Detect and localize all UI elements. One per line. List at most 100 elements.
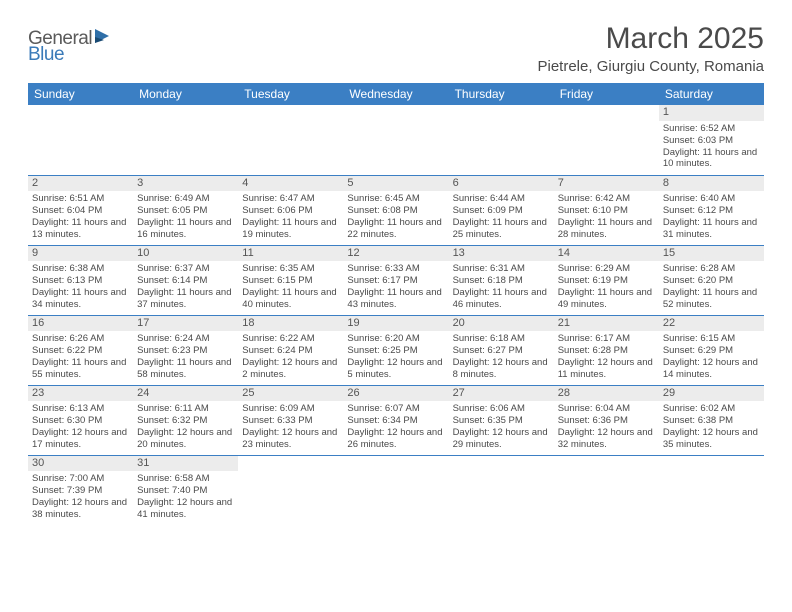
calendar-cell: 3Sunrise: 6:49 AMSunset: 6:05 PMDaylight… bbox=[133, 175, 238, 245]
daylight-line: Daylight: 11 hours and 37 minutes. bbox=[137, 287, 234, 311]
calendar-cell: 1Sunrise: 6:52 AMSunset: 6:03 PMDaylight… bbox=[659, 105, 764, 175]
calendar-cell: 5Sunrise: 6:45 AMSunset: 6:08 PMDaylight… bbox=[343, 175, 448, 245]
calendar-row: 1Sunrise: 6:52 AMSunset: 6:03 PMDaylight… bbox=[28, 105, 764, 175]
day-number: 5 bbox=[343, 176, 448, 192]
calendar-cell: 15Sunrise: 6:28 AMSunset: 6:20 PMDayligh… bbox=[659, 245, 764, 315]
sunrise-line: Sunrise: 6:24 AM bbox=[137, 333, 234, 345]
calendar-cell: 13Sunrise: 6:31 AMSunset: 6:18 PMDayligh… bbox=[449, 245, 554, 315]
sunset-line: Sunset: 6:20 PM bbox=[663, 275, 760, 287]
sunrise-line: Sunrise: 6:33 AM bbox=[347, 263, 444, 275]
day-number: 3 bbox=[133, 176, 238, 192]
day-number: 6 bbox=[449, 176, 554, 192]
sunset-line: Sunset: 6:12 PM bbox=[663, 205, 760, 217]
calendar-cell: 25Sunrise: 6:09 AMSunset: 6:33 PMDayligh… bbox=[238, 385, 343, 455]
sunset-line: Sunset: 6:32 PM bbox=[137, 415, 234, 427]
calendar-cell: 19Sunrise: 6:20 AMSunset: 6:25 PMDayligh… bbox=[343, 315, 448, 385]
sunset-line: Sunset: 6:03 PM bbox=[663, 135, 760, 147]
calendar-cell: 9Sunrise: 6:38 AMSunset: 6:13 PMDaylight… bbox=[28, 245, 133, 315]
calendar-cell: 21Sunrise: 6:17 AMSunset: 6:28 PMDayligh… bbox=[554, 315, 659, 385]
sunset-line: Sunset: 6:10 PM bbox=[558, 205, 655, 217]
day-number: 20 bbox=[449, 316, 554, 332]
day-number: 30 bbox=[28, 456, 133, 472]
sunset-line: Sunset: 6:27 PM bbox=[453, 345, 550, 357]
sunrise-line: Sunrise: 6:04 AM bbox=[558, 403, 655, 415]
sunrise-line: Sunrise: 6:06 AM bbox=[453, 403, 550, 415]
sunset-line: Sunset: 6:35 PM bbox=[453, 415, 550, 427]
sunrise-line: Sunrise: 6:44 AM bbox=[453, 193, 550, 205]
sunrise-line: Sunrise: 6:31 AM bbox=[453, 263, 550, 275]
calendar-cell: 17Sunrise: 6:24 AMSunset: 6:23 PMDayligh… bbox=[133, 315, 238, 385]
day-header: Thursday bbox=[449, 83, 554, 105]
day-header: Monday bbox=[133, 83, 238, 105]
title-block: March 2025 Pietrele, Giurgiu County, Rom… bbox=[538, 22, 765, 75]
sunset-line: Sunset: 6:13 PM bbox=[32, 275, 129, 287]
sunrise-line: Sunrise: 6:52 AM bbox=[663, 123, 760, 135]
daylight-line: Daylight: 12 hours and 23 minutes. bbox=[242, 427, 339, 451]
day-number: 26 bbox=[343, 386, 448, 402]
day-number: 11 bbox=[238, 246, 343, 262]
daylight-line: Daylight: 12 hours and 5 minutes. bbox=[347, 357, 444, 381]
day-number: 7 bbox=[554, 176, 659, 192]
daylight-line: Daylight: 11 hours and 19 minutes. bbox=[242, 217, 339, 241]
day-number: 29 bbox=[659, 386, 764, 402]
sunrise-line: Sunrise: 6:18 AM bbox=[453, 333, 550, 345]
daylight-line: Daylight: 11 hours and 31 minutes. bbox=[663, 217, 760, 241]
daylight-line: Daylight: 11 hours and 46 minutes. bbox=[453, 287, 550, 311]
day-number: 19 bbox=[343, 316, 448, 332]
day-number: 2 bbox=[28, 176, 133, 192]
day-header: Friday bbox=[554, 83, 659, 105]
calendar-cell: 10Sunrise: 6:37 AMSunset: 6:14 PMDayligh… bbox=[133, 245, 238, 315]
sunset-line: Sunset: 6:24 PM bbox=[242, 345, 339, 357]
calendar-cell: 26Sunrise: 6:07 AMSunset: 6:34 PMDayligh… bbox=[343, 385, 448, 455]
calendar-row: 16Sunrise: 6:26 AMSunset: 6:22 PMDayligh… bbox=[28, 315, 764, 385]
sunset-line: Sunset: 6:29 PM bbox=[663, 345, 760, 357]
calendar-row: 30Sunrise: 7:00 AMSunset: 7:39 PMDayligh… bbox=[28, 455, 764, 525]
sunset-line: Sunset: 6:36 PM bbox=[558, 415, 655, 427]
sunset-line: Sunset: 6:08 PM bbox=[347, 205, 444, 217]
day-header: Saturday bbox=[659, 83, 764, 105]
calendar-cell: 2Sunrise: 6:51 AMSunset: 6:04 PMDaylight… bbox=[28, 175, 133, 245]
sunset-line: Sunset: 6:06 PM bbox=[242, 205, 339, 217]
calendar-cell bbox=[133, 105, 238, 175]
sunset-line: Sunset: 6:22 PM bbox=[32, 345, 129, 357]
calendar-cell: 6Sunrise: 6:44 AMSunset: 6:09 PMDaylight… bbox=[449, 175, 554, 245]
sunrise-line: Sunrise: 6:47 AM bbox=[242, 193, 339, 205]
daylight-line: Daylight: 11 hours and 49 minutes. bbox=[558, 287, 655, 311]
calendar-cell: 29Sunrise: 6:02 AMSunset: 6:38 PMDayligh… bbox=[659, 385, 764, 455]
sunset-line: Sunset: 6:15 PM bbox=[242, 275, 339, 287]
calendar-cell: 28Sunrise: 6:04 AMSunset: 6:36 PMDayligh… bbox=[554, 385, 659, 455]
daylight-line: Daylight: 12 hours and 14 minutes. bbox=[663, 357, 760, 381]
day-number: 4 bbox=[238, 176, 343, 192]
daylight-line: Daylight: 11 hours and 34 minutes. bbox=[32, 287, 129, 311]
sunset-line: Sunset: 7:40 PM bbox=[137, 485, 234, 497]
sunset-line: Sunset: 6:17 PM bbox=[347, 275, 444, 287]
sunset-line: Sunset: 6:30 PM bbox=[32, 415, 129, 427]
sunrise-line: Sunrise: 6:49 AM bbox=[137, 193, 234, 205]
calendar-row: 9Sunrise: 6:38 AMSunset: 6:13 PMDaylight… bbox=[28, 245, 764, 315]
sunset-line: Sunset: 6:23 PM bbox=[137, 345, 234, 357]
calendar-cell: 4Sunrise: 6:47 AMSunset: 6:06 PMDaylight… bbox=[238, 175, 343, 245]
sunrise-line: Sunrise: 6:17 AM bbox=[558, 333, 655, 345]
day-number: 22 bbox=[659, 316, 764, 332]
sunrise-line: Sunrise: 6:15 AM bbox=[663, 333, 760, 345]
calendar-cell: 27Sunrise: 6:06 AMSunset: 6:35 PMDayligh… bbox=[449, 385, 554, 455]
day-header: Tuesday bbox=[238, 83, 343, 105]
day-number: 8 bbox=[659, 176, 764, 192]
day-number: 10 bbox=[133, 246, 238, 262]
sunset-line: Sunset: 6:25 PM bbox=[347, 345, 444, 357]
daylight-line: Daylight: 11 hours and 16 minutes. bbox=[137, 217, 234, 241]
daylight-line: Daylight: 11 hours and 13 minutes. bbox=[32, 217, 129, 241]
sunset-line: Sunset: 6:14 PM bbox=[137, 275, 234, 287]
day-number: 15 bbox=[659, 246, 764, 262]
calendar-cell bbox=[449, 105, 554, 175]
daylight-line: Daylight: 11 hours and 58 minutes. bbox=[137, 357, 234, 381]
daylight-line: Daylight: 11 hours and 43 minutes. bbox=[347, 287, 444, 311]
calendar-head: SundayMondayTuesdayWednesdayThursdayFrid… bbox=[28, 83, 764, 105]
day-number: 21 bbox=[554, 316, 659, 332]
sunrise-line: Sunrise: 6:13 AM bbox=[32, 403, 129, 415]
day-number: 13 bbox=[449, 246, 554, 262]
day-number: 16 bbox=[28, 316, 133, 332]
sunrise-line: Sunrise: 6:58 AM bbox=[137, 473, 234, 485]
daylight-line: Daylight: 12 hours and 29 minutes. bbox=[453, 427, 550, 451]
calendar-cell bbox=[554, 455, 659, 525]
